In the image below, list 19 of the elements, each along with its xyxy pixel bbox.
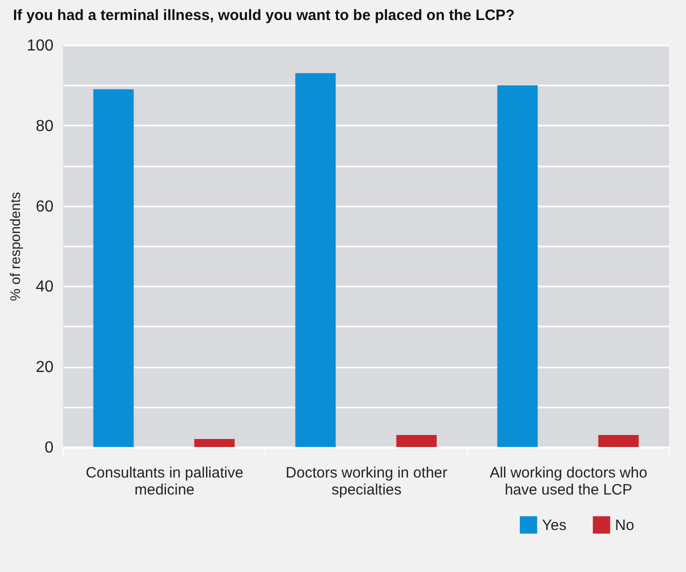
bar bbox=[396, 434, 437, 447]
y-tick-label: 0 bbox=[44, 440, 54, 456]
chart-title: If you had a terminal illness, would you want to be placed on the LCP? bbox=[13, 7, 515, 24]
bar bbox=[295, 73, 336, 447]
y-tick-label: 40 bbox=[36, 278, 54, 296]
y-tick-label: 20 bbox=[36, 359, 54, 376]
bar bbox=[93, 89, 134, 447]
bar bbox=[598, 434, 639, 447]
x-tick-label: Doctors working in other specialties bbox=[286, 464, 448, 498]
legend-label: Yes bbox=[542, 516, 566, 534]
x-tick-label: Consultants in palliative medicine bbox=[86, 464, 244, 498]
legend-label: No bbox=[615, 516, 634, 534]
x-tick-label: All working doctors who have used the LCP bbox=[490, 464, 648, 498]
y-tick-label: 80 bbox=[36, 118, 54, 135]
y-axis-title: % of respondents bbox=[6, 192, 23, 301]
bar bbox=[497, 85, 538, 447]
y-tick-label: 60 bbox=[36, 198, 54, 216]
bar bbox=[194, 438, 235, 447]
y-tick-label: 100 bbox=[26, 38, 54, 54]
